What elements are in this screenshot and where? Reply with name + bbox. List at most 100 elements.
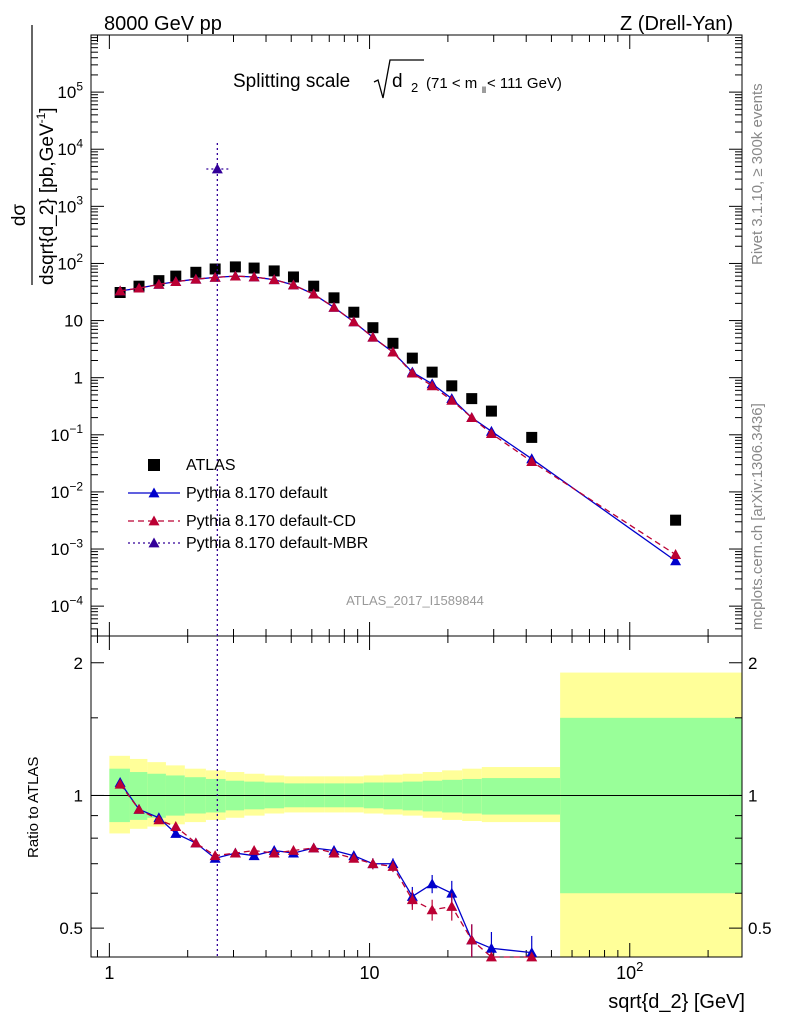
ratio-y-tick-label-right-base: 0.5 <box>748 919 772 938</box>
y-tick-label-exp: 3 <box>76 194 83 208</box>
ratio-data-point <box>426 878 438 889</box>
atlas-data-point <box>268 265 280 277</box>
ratio-y-tick-label-right-base: 1 <box>748 786 757 805</box>
mc-data-point <box>153 278 165 289</box>
y-label-den-main: dsqrt{d_2} [pb,GeV <box>37 123 58 285</box>
mc-data-point <box>133 282 145 293</box>
ratio-data-point <box>367 858 379 869</box>
title-range-post: < 111 GeV) <box>487 75 562 92</box>
ratio-data-point <box>287 845 299 855</box>
x-tick-label-base: 10 <box>360 963 380 983</box>
ratio-data-point <box>348 852 360 863</box>
rivet-label: Rivet 3.1.10, ≥ 300k events <box>749 83 766 265</box>
mc-data-point <box>190 273 202 284</box>
atlas-data-point <box>287 271 299 283</box>
atlas-data-point <box>446 380 458 392</box>
atlas-data-point <box>190 266 202 278</box>
ratio-data-point <box>426 904 438 915</box>
mc-data-point <box>387 346 399 357</box>
y-tick-label-exp: −1 <box>69 422 83 436</box>
ratio-y-tick-label-right-base: 2 <box>748 654 757 673</box>
ratio-data-point <box>406 894 418 905</box>
legend-label: ATLAS <box>186 457 236 474</box>
legend-label: Pythia 8.170 default-MBR <box>186 535 368 552</box>
title-main: Splitting scale <box>233 71 350 92</box>
ratio-y-tick-label-base: 1 <box>74 786 83 805</box>
series-line <box>120 275 676 556</box>
mc-data-point <box>170 276 182 287</box>
x-axis-label: sqrt{d_2} [GeV] <box>608 991 745 1013</box>
x-tick-label: 10 <box>360 963 380 983</box>
y-label-den-post: ] <box>37 107 58 112</box>
y-label-denominator: dsqrt{d_2} [pb,GeV-1] <box>34 107 58 285</box>
ratio-data-point <box>170 821 182 831</box>
mc-data-point <box>426 380 438 391</box>
header-energy: 8000 GeV pp <box>104 13 222 35</box>
y-tick-label-base: 10 <box>50 540 69 559</box>
y-tick-label-base: 10 <box>57 140 76 159</box>
y-tick-label-exp: −3 <box>69 536 83 550</box>
ratio-data-point <box>190 837 202 848</box>
y-axis-label: dσ dsqrt{d_2} [pb,GeV-1] <box>9 25 58 285</box>
mc-data-point <box>485 428 497 438</box>
ratio-data-point <box>170 827 182 838</box>
x-tick-label-base: 10 <box>616 963 636 983</box>
mc-data-point <box>229 270 241 281</box>
atlas-data-point <box>209 263 221 275</box>
y-tick-label: 104 <box>57 137 83 160</box>
uncertainty-bands <box>109 672 742 957</box>
mc-data-point <box>114 285 126 296</box>
y-tick-label-base: 10 <box>50 597 69 616</box>
y-tick-label: 103 <box>57 194 83 217</box>
title-sqrt-sub: 2 <box>411 80 418 95</box>
y-tick-label-base: 10 <box>57 254 76 273</box>
y-tick-label-base: 10 <box>50 483 69 502</box>
main-data <box>114 143 682 957</box>
atlas-data-point <box>466 393 478 405</box>
atlas-data-point <box>367 322 379 334</box>
atlas-data-point <box>485 405 497 417</box>
ratio-data-point <box>114 778 126 789</box>
mc-data-point <box>466 412 478 423</box>
legend-marker-triangle <box>148 487 160 498</box>
ratio-data-point <box>446 900 458 911</box>
mc-data-point <box>670 555 682 566</box>
atlas-data-point <box>170 270 182 282</box>
band-inner-bin <box>129 772 148 820</box>
mc-data-point <box>308 288 320 299</box>
ratio-y-tick-label-right: 1 <box>748 786 757 805</box>
x-tick-label: 1 <box>104 963 114 983</box>
mc-data-point <box>670 549 682 559</box>
title-range-pre: (71 < m <box>426 75 477 92</box>
y-tick-label-base: 10 <box>57 197 76 216</box>
ratio-data-point <box>328 847 340 858</box>
mc-data-point <box>328 301 340 312</box>
y-tick-label: 10−4 <box>50 593 83 616</box>
ratio-y-tick-label-right: 2 <box>748 654 757 673</box>
y-tick-label: 105 <box>57 79 83 102</box>
series-line <box>120 275 676 562</box>
atlas-data-point <box>248 262 260 274</box>
atlas-data-point <box>328 292 340 304</box>
ratio-data <box>114 776 538 962</box>
y-tick-label-exp: −4 <box>69 593 83 607</box>
ratio-y-tick-label: 2 <box>74 654 83 673</box>
legend-marker-triangle <box>148 515 160 526</box>
mc-data-point <box>211 163 223 174</box>
ratio-data-point <box>387 860 399 871</box>
atlas-data-point <box>670 514 682 526</box>
ratio-data-point <box>485 942 497 953</box>
header-process: Z (Drell-Yan) <box>620 13 733 35</box>
y-tick-label-base: 10 <box>57 83 76 102</box>
atlas-data-point <box>229 261 241 273</box>
y-tick-label-base: 10 <box>64 312 83 331</box>
y-tick-label-exp: 2 <box>76 251 83 265</box>
mc-data-point <box>348 316 360 327</box>
x-tick-label: 102 <box>616 959 643 983</box>
ratio-data-point <box>248 845 260 855</box>
mc-data-point <box>406 367 418 378</box>
atlas-data-point <box>308 280 320 292</box>
analysis-watermark: ATLAS_2017_I1589844 <box>346 593 484 608</box>
y-tick-label-exp: 4 <box>76 137 83 151</box>
